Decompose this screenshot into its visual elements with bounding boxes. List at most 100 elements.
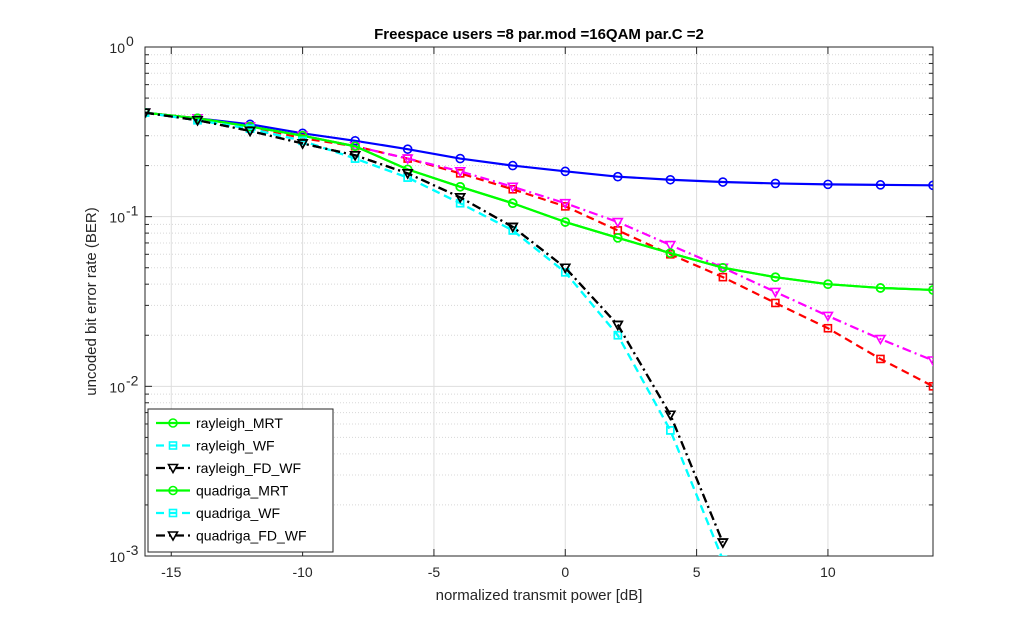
legend-box <box>147 408 334 553</box>
legend-marker <box>168 418 178 428</box>
data-point <box>665 248 676 258</box>
data-point <box>455 153 466 164</box>
data-point <box>875 283 886 293</box>
data-point <box>507 198 518 209</box>
y-axis-label: uncoded bit error rate (BER) <box>83 207 100 395</box>
series-line <box>145 111 933 187</box>
legend-item: quadriga_MRT <box>156 483 289 499</box>
data-point <box>928 382 933 391</box>
x-tick-label: 5 <box>693 564 701 580</box>
data-point <box>559 198 572 210</box>
series-line <box>145 111 933 362</box>
x-tick-label: -15 <box>161 564 181 580</box>
y-tick-label: 10 <box>109 40 125 56</box>
legend-label: rayleigh_WF <box>196 438 275 454</box>
data-point <box>349 150 362 162</box>
data-point <box>454 193 467 204</box>
data-point <box>612 233 623 243</box>
legend-item: rayleigh_FD_WF <box>156 460 301 476</box>
data-point <box>927 356 933 367</box>
legend-label: quadriga_FD_WF <box>196 528 307 544</box>
data-point <box>770 178 781 189</box>
data-point <box>770 272 781 282</box>
legend-label: quadriga_WF <box>196 505 280 521</box>
data-point <box>455 198 465 208</box>
series-rayleigh_FD_WF <box>145 108 729 549</box>
legend-marker <box>168 485 178 496</box>
legend-marker <box>167 531 179 542</box>
data-point <box>506 222 519 234</box>
legend-label: rayleigh_MRT <box>196 415 283 431</box>
x-tick-label: 0 <box>561 564 569 580</box>
legend-item: quadriga_FD_WF <box>156 528 307 544</box>
data-point <box>823 179 833 190</box>
x-axis-label: normalized transmit power [dB] <box>436 587 643 604</box>
data-point <box>454 167 467 178</box>
data-point <box>611 217 624 229</box>
data-point <box>455 181 466 192</box>
legend-label: rayleigh_FD_WF <box>196 460 301 476</box>
x-tick-label: 10 <box>820 564 836 580</box>
series-layer <box>145 107 933 556</box>
data-point <box>718 262 728 273</box>
data-point <box>769 287 782 299</box>
legend-marker <box>168 508 178 518</box>
data-point <box>350 135 360 146</box>
data-point <box>822 311 834 323</box>
data-point <box>612 171 623 182</box>
data-point <box>191 115 204 127</box>
data-point <box>718 177 728 187</box>
data-point <box>350 141 360 152</box>
data-point <box>875 180 886 190</box>
data-point <box>874 334 887 346</box>
data-point <box>507 160 518 171</box>
data-point <box>559 263 572 274</box>
data-point <box>876 354 885 364</box>
legend-item: rayleigh_WF <box>156 438 275 454</box>
series-line <box>145 111 933 388</box>
y-tick-exponent: -1 <box>126 203 139 219</box>
data-point <box>402 144 413 154</box>
data-point <box>664 410 677 421</box>
data-point <box>771 298 780 308</box>
legend-item: quadriga_WF <box>156 505 280 521</box>
legend-label: quadriga_MRT <box>196 483 289 499</box>
data-point <box>666 426 675 435</box>
data-point <box>560 166 571 177</box>
data-point <box>244 126 256 138</box>
data-point <box>145 108 151 119</box>
legend-marker <box>168 441 178 450</box>
data-point <box>560 217 571 227</box>
plot-area <box>144 46 934 557</box>
data-point <box>506 182 519 193</box>
data-point <box>823 279 833 289</box>
legend: rayleigh_MRT rayleigh_WF rayleigh_FD_WFqua… <box>147 408 334 553</box>
data-point <box>823 323 833 333</box>
y-tick-label: 10 <box>109 549 125 565</box>
data-point <box>560 202 570 211</box>
chart-title: Freespace users =8 par.mod =16QAM par.C … <box>374 26 704 43</box>
y-tick-exponent: 0 <box>126 33 134 49</box>
data-point <box>401 154 414 165</box>
data-point <box>401 169 414 180</box>
data-point <box>611 320 624 332</box>
data-point <box>928 285 933 295</box>
x-tick-label: -10 <box>292 564 312 580</box>
y-tick-exponent: -3 <box>126 542 139 558</box>
data-point <box>716 538 729 549</box>
x-tick-label: -5 <box>428 564 441 580</box>
data-point <box>664 240 677 252</box>
y-tick-label: 10 <box>109 210 125 226</box>
series-line <box>145 111 933 292</box>
data-point <box>665 174 676 185</box>
series-line <box>145 111 724 543</box>
y-tick-exponent: -2 <box>126 372 139 388</box>
y-tick-label: 10 <box>109 379 125 395</box>
series-line <box>145 111 723 556</box>
data-point <box>928 180 933 191</box>
data-point <box>613 330 623 340</box>
legend-item: rayleigh_MRT <box>156 415 283 431</box>
legend-marker <box>167 463 179 475</box>
data-point <box>296 139 309 150</box>
